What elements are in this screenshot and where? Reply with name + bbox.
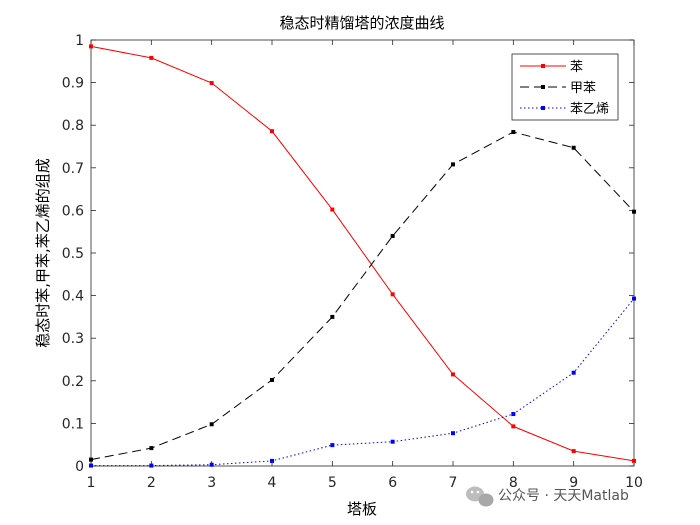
data-point (89, 44, 93, 49)
axis-ticks: 1 2 3 4 5 6 7 8 9 10 0 0.1 0.2 0.3 0.4 0.5 0.6 0.7 0.8 0.9 1 (62, 33, 643, 491)
legend-marker (541, 85, 545, 89)
chart-title: 稳态时精馏塔的浓度曲线 (279, 14, 444, 32)
legend-marker (541, 64, 545, 68)
series-1 (89, 44, 636, 463)
data-point (270, 377, 274, 382)
y-tick-label: 0.1 (62, 416, 84, 432)
data-point (89, 463, 93, 468)
series-line (90, 131, 635, 461)
series-line (91, 298, 635, 467)
x-tick-label: 6 (388, 475, 397, 491)
x-tick-label: 5 (328, 475, 337, 491)
data-point (451, 431, 455, 436)
data-point (270, 129, 274, 134)
data-point (330, 443, 335, 448)
data-point (511, 130, 516, 135)
y-axis-label: 稳态时苯,甲苯,苯乙烯的组成 (34, 158, 52, 348)
data-point (451, 372, 455, 377)
x-tick-label: 9 (569, 475, 578, 491)
series-line (90, 45, 635, 462)
data-point (209, 422, 214, 427)
x-tick-label: 8 (509, 475, 518, 491)
y-tick-label: 0.7 (62, 161, 84, 177)
y-tick-label: 0.2 (62, 374, 84, 390)
data-point (571, 370, 576, 375)
data-point (632, 209, 636, 214)
watermark-text: 公众号 · 天天Matlab (498, 488, 629, 504)
series-layer (89, 44, 636, 468)
y-tick-label: 0 (75, 459, 84, 475)
x-tick-label: 4 (268, 475, 277, 491)
y-tick-label: 0.4 (62, 289, 84, 305)
series-3 (89, 296, 636, 468)
data-point (149, 446, 154, 451)
x-tick-label: 10 (625, 475, 643, 491)
legend-item: 苯 (520, 60, 583, 75)
data-point (511, 412, 516, 417)
legend-label: 苯乙烯 (570, 102, 609, 117)
data-point (270, 458, 274, 463)
x-tick-label: 2 (147, 475, 156, 491)
data-point (330, 207, 335, 212)
data-point (390, 439, 395, 444)
x-tick-label: 1 (87, 475, 96, 491)
legend-label: 甲苯 (570, 81, 596, 96)
data-point (571, 145, 576, 150)
y-tick-label: 0.3 (62, 331, 84, 347)
x-axis-label: 塔板 (347, 500, 377, 518)
data-point (149, 55, 154, 60)
y-tick-label: 0.5 (62, 246, 84, 262)
data-point (209, 81, 214, 86)
data-point (571, 449, 576, 454)
data-point (149, 463, 154, 468)
data-point (390, 292, 395, 297)
data-point (632, 458, 636, 463)
data-point (330, 314, 335, 319)
y-tick-label: 1 (75, 33, 84, 49)
x-tick-label: 3 (207, 475, 216, 491)
data-point (451, 162, 455, 167)
y-tick-label: 0.8 (62, 118, 84, 134)
x-tick-label: 7 (449, 475, 458, 491)
legend-marker (541, 106, 545, 110)
wechat-icon (466, 486, 494, 507)
legend-label: 苯 (570, 60, 583, 75)
data-point (632, 296, 636, 301)
data-point (390, 233, 395, 238)
y-tick-label: 0.6 (62, 203, 84, 219)
data-point (511, 424, 516, 429)
watermark: 公众号 · 天天Matlab (466, 486, 629, 507)
data-point (209, 462, 214, 467)
series-2 (89, 130, 636, 462)
legend-item: 苯乙烯 (520, 102, 609, 117)
y-tick-label: 0.9 (62, 76, 84, 92)
data-point (89, 457, 93, 462)
legend-item: 甲苯 (520, 81, 596, 96)
